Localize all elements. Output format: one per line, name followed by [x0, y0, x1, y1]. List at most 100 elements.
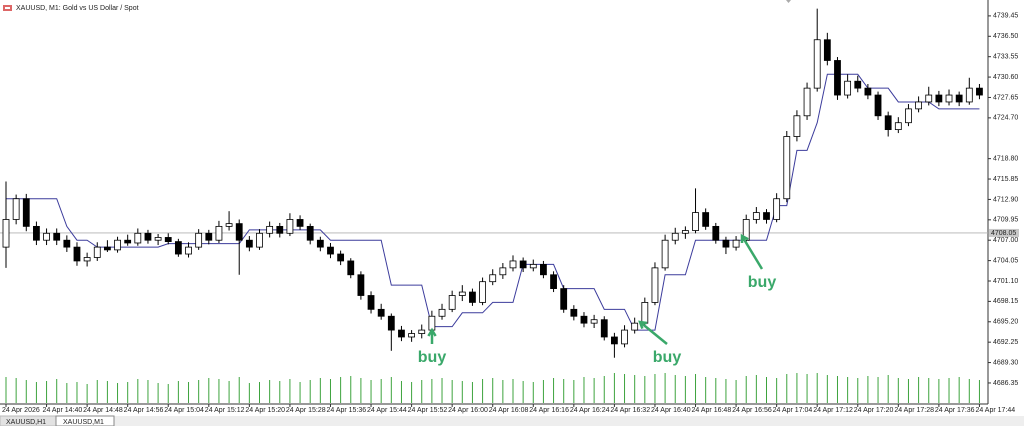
candle-body: [945, 94, 953, 103]
x-tick-label: 24 Apr 17:20: [854, 407, 894, 414]
candle-body: [702, 212, 710, 227]
candle-body: [905, 108, 912, 124]
shift-marker: [786, 0, 791, 3]
tab-label[interactable]: XAUUSD,M1: [63, 419, 104, 426]
candle-body: [813, 39, 821, 89]
x-tick-label: 24 Apr 16:40: [651, 407, 691, 414]
candle-body: [489, 274, 497, 283]
x-tick-label: 24 Apr 16:56: [732, 407, 772, 414]
candle-body: [195, 232, 203, 248]
candle-body: [377, 308, 385, 317]
candle-body: [225, 223, 233, 227]
x-tick-label: 24 Apr 17:04: [773, 407, 813, 414]
candle-body: [884, 115, 892, 131]
annotation-arrowhead: [638, 320, 648, 330]
candle-body: [387, 315, 395, 331]
price-line-label: 4708.05: [991, 230, 1016, 237]
candle-body: [256, 232, 263, 248]
y-tick-label: 4686.35: [993, 380, 1018, 387]
candle-body: [266, 225, 274, 234]
candle-body: [337, 253, 345, 262]
tab-active[interactable]: [55, 415, 115, 426]
candle-body: [651, 267, 659, 303]
candle-body: [22, 198, 30, 227]
candle-body: [621, 329, 628, 345]
candle-body: [458, 291, 466, 296]
candle-body: [144, 232, 152, 241]
candle-body: [560, 288, 568, 310]
candle-body: [398, 329, 405, 338]
candle-body: [590, 319, 598, 324]
candle-body: [286, 219, 294, 234]
candle-body: [327, 246, 334, 255]
candle-body: [611, 336, 618, 345]
x-tick-label: 24 Apr 17:36: [935, 407, 975, 414]
x-tick-label: 24 Apr 15:12: [205, 407, 245, 414]
candle-body: [631, 322, 639, 331]
tab-bar: [0, 416, 1024, 426]
candle-body: [53, 232, 61, 241]
y-tick-label: 4692.25: [993, 339, 1018, 346]
candle-body: [965, 87, 973, 103]
candle-body: [915, 101, 922, 110]
candle-body: [2, 219, 10, 248]
y-tick-label: 4698.15: [993, 298, 1018, 305]
y-tick-label: 4724.70: [993, 115, 1018, 122]
annotation-arrow: [639, 321, 668, 345]
y-tick-label: 4727.65: [993, 94, 1018, 101]
symbol-icon-detail: [5, 7, 10, 9]
candle-body: [114, 239, 121, 251]
candle-body: [742, 219, 750, 241]
candle-body: [418, 329, 426, 334]
candle-body: [519, 260, 527, 269]
candle-body: [12, 198, 20, 220]
x-tick-label: 24 Apr 15:44: [367, 407, 407, 414]
y-tick-label: 4704.05: [993, 257, 1018, 264]
candle-body: [154, 237, 162, 241]
y-tick-label: 4707.00: [993, 237, 1018, 244]
candle-body: [540, 264, 547, 276]
annotation-arrowhead: [427, 327, 437, 337]
x-tick-label: 24 Apr 15:28: [286, 407, 326, 414]
candle-body: [529, 264, 537, 269]
candle-body: [976, 87, 983, 96]
x-tick-label: 24 Apr 16:16: [529, 407, 569, 414]
x-tick-label: 24 Apr 15:52: [408, 407, 448, 414]
annotation-label: buy: [653, 349, 682, 366]
candle-body: [164, 237, 172, 242]
x-tick-label: 24 Apr 15:04: [164, 407, 204, 414]
candle-body: [550, 274, 557, 289]
price-line-tag: [989, 228, 1019, 237]
candle-body: [43, 232, 50, 241]
x-tick-label: 24 Apr 16:48: [692, 407, 732, 414]
candle-body: [93, 246, 101, 258]
candle-body: [763, 212, 770, 220]
annotation-arrow: [740, 235, 764, 270]
annotation-label: buy: [748, 274, 777, 291]
candle-body: [134, 232, 142, 244]
y-tick-label: 4736.50: [993, 33, 1018, 40]
candle-body: [925, 94, 933, 103]
candle-body: [33, 225, 40, 241]
x-tick-label: 24 Apr 2026: [2, 407, 40, 414]
candle-body: [509, 260, 517, 269]
candle-body: [245, 239, 253, 248]
candle-body: [63, 239, 71, 248]
x-tick-label: 24 Apr 16:08: [489, 407, 529, 414]
candle-body: [408, 333, 416, 338]
x-tick-label: 24 Apr 17:12: [813, 407, 853, 414]
candle-body: [357, 274, 365, 296]
y-tick-label: 4715.85: [993, 176, 1018, 183]
candle-body: [641, 302, 649, 324]
candle-body: [73, 246, 81, 262]
x-tick-label: 24 Apr 16:32: [610, 407, 650, 414]
tab-label[interactable]: XAUUSD,H1: [6, 419, 46, 426]
x-tick-label: 24 Apr 16:00: [448, 407, 488, 414]
candle-body: [580, 315, 588, 324]
candle-body: [773, 198, 781, 220]
candle-body: [124, 239, 132, 244]
candle-body: [276, 225, 284, 234]
candle-body: [844, 80, 852, 96]
chart-title: XAUUSD, M1: Gold vs US Dollar / Spot: [16, 5, 139, 12]
